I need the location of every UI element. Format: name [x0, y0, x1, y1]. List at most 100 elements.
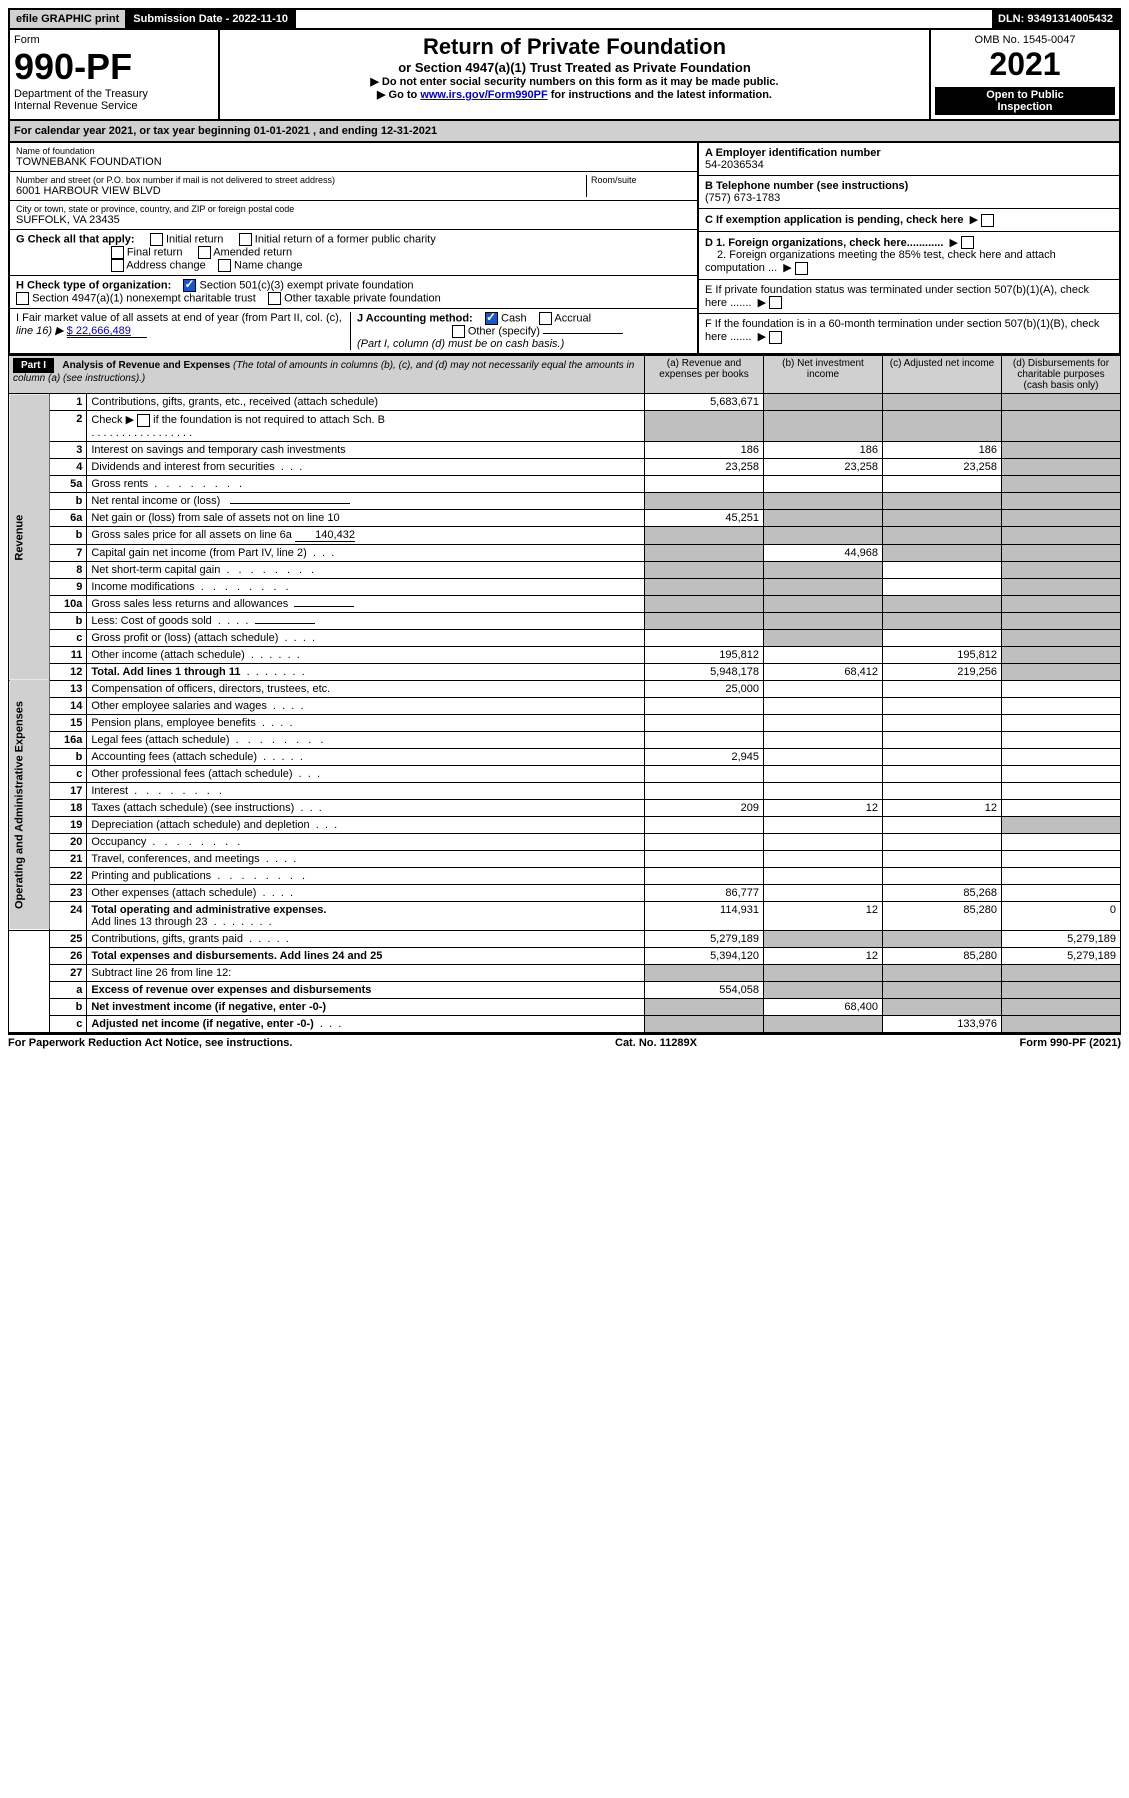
val-c: 133,976	[883, 1015, 1002, 1032]
irs-link[interactable]: www.irs.gov/Form990PF	[420, 89, 547, 101]
line-desc: Gross rents	[87, 475, 645, 492]
dept-line1: Department of the Treasury	[14, 88, 214, 100]
table-row: Operating and Administrative Expenses 13…	[9, 680, 1121, 697]
line-desc: Interest	[87, 782, 645, 799]
checkbox-4947[interactable]	[16, 292, 29, 305]
line-no: 21	[50, 850, 87, 867]
checkbox-initial-former[interactable]	[239, 233, 252, 246]
val-b: 68,400	[764, 998, 883, 1015]
line-desc: Check ▶ if the foundation is not require…	[87, 411, 645, 442]
table-row: 17Interest	[9, 782, 1121, 799]
form-subtitle: or Section 4947(a)(1) Trust Treated as P…	[228, 60, 921, 75]
table-row: 2Check ▶ if the foundation is not requir…	[9, 411, 1121, 442]
checkbox-c[interactable]	[981, 214, 994, 227]
footer-mid: Cat. No. 11289X	[615, 1037, 697, 1049]
revenue-side-label: Revenue	[9, 394, 50, 681]
opt-addr-change: Address change	[126, 259, 206, 271]
line-no: 26	[50, 947, 87, 964]
gross-sales-price: 140,432	[295, 529, 355, 542]
table-row: 23Other expenses (attach schedule) . . .…	[9, 884, 1121, 901]
checkbox-f[interactable]	[769, 331, 782, 344]
table-row: 4Dividends and interest from securities …	[9, 458, 1121, 475]
table-row: bNet rental income or (loss)	[9, 492, 1121, 509]
line-desc: Other expenses (attach schedule) . . . .	[87, 884, 645, 901]
table-row: 14Other employee salaries and wages . . …	[9, 697, 1121, 714]
checkbox-e[interactable]	[769, 296, 782, 309]
j-note: (Part I, column (d) must be on cash basi…	[357, 338, 564, 350]
line-no: b	[50, 748, 87, 765]
open-public-1: Open to Public	[937, 89, 1113, 101]
checkbox-other-taxable[interactable]	[268, 292, 281, 305]
val-c: 219,256	[883, 663, 1002, 680]
line-desc: Net gain or (loss) from sale of assets n…	[87, 509, 645, 526]
table-row: 25Contributions, gifts, grants paid . . …	[9, 930, 1121, 947]
line-no: 6a	[50, 509, 87, 526]
checkbox-cash[interactable]	[485, 312, 498, 325]
line-no: 10a	[50, 595, 87, 612]
line-desc: Occupancy	[87, 833, 645, 850]
fmv-value[interactable]: $ 22,666,489	[67, 325, 147, 338]
line-no: 24	[50, 901, 87, 930]
val-a: 195,812	[645, 646, 764, 663]
calendar-year-row: For calendar year 2021, or tax year begi…	[8, 121, 1121, 143]
table-row: 11Other income (attach schedule) . . . .…	[9, 646, 1121, 663]
val-a: 186	[645, 441, 764, 458]
checkbox-501c3[interactable]	[183, 279, 196, 292]
checkbox-addr-change[interactable]	[111, 259, 124, 272]
calyear-pre: For calendar year 2021, or tax year begi…	[14, 125, 254, 137]
footer-right: Form 990-PF (2021)	[1020, 1037, 1121, 1049]
line-no: c	[50, 629, 87, 646]
line-no: b	[50, 492, 87, 509]
val-a: 114,931	[645, 901, 764, 930]
checkbox-other-method[interactable]	[452, 325, 465, 338]
line-desc: Total expenses and disbursements. Add li…	[87, 947, 645, 964]
table-row: cGross profit or (loss) (attach schedule…	[9, 629, 1121, 646]
table-row: cOther professional fees (attach schedul…	[9, 765, 1121, 782]
table-row: cAdjusted net income (if negative, enter…	[9, 1015, 1121, 1032]
line-no: a	[50, 981, 87, 998]
line-desc: Gross sales less returns and allowances	[87, 595, 645, 612]
line-no: 1	[50, 394, 87, 411]
checkbox-accrual[interactable]	[539, 312, 552, 325]
table-row: 26Total expenses and disbursements. Add …	[9, 947, 1121, 964]
instr-goto-pre: ▶ Go to	[377, 89, 420, 101]
addr-label: Number and street (or P.O. box number if…	[16, 175, 586, 185]
checkbox-sch-b[interactable]	[137, 414, 150, 427]
dln-label: DLN: 93491314005432	[992, 10, 1119, 28]
part1-label: Part I	[13, 358, 54, 373]
street-address: 6001 HARBOUR VIEW BLVD	[16, 185, 586, 197]
opt-4947: Section 4947(a)(1) nonexempt charitable …	[32, 292, 256, 304]
line-desc: Dividends and interest from securities .…	[87, 458, 645, 475]
table-row: aExcess of revenue over expenses and dis…	[9, 981, 1121, 998]
checkbox-final-return[interactable]	[111, 246, 124, 259]
opt-name-change: Name change	[234, 259, 303, 271]
line-no: 13	[50, 680, 87, 697]
instr-goto-post: for instructions and the latest informat…	[548, 89, 772, 101]
val-c: 23,258	[883, 458, 1002, 475]
checkbox-initial-return[interactable]	[150, 233, 163, 246]
checkbox-d2[interactable]	[795, 262, 808, 275]
top-bar: efile GRAPHIC print Submission Date - 20…	[8, 8, 1121, 30]
table-row: bNet investment income (if negative, ent…	[9, 998, 1121, 1015]
form-header: Form 990-PF Department of the Treasury I…	[8, 30, 1121, 121]
val-a: 5,394,120	[645, 947, 764, 964]
val-b: 12	[764, 799, 883, 816]
line-no: 23	[50, 884, 87, 901]
line-no: 8	[50, 561, 87, 578]
line-no: 22	[50, 867, 87, 884]
line-desc: Travel, conferences, and meetings . . . …	[87, 850, 645, 867]
val-c: 85,268	[883, 884, 1002, 901]
line-desc: Excess of revenue over expenses and disb…	[87, 981, 645, 998]
checkbox-name-change[interactable]	[218, 259, 231, 272]
efile-print-button[interactable]: efile GRAPHIC print	[10, 10, 127, 28]
c-label: C If exemption application is pending, c…	[705, 214, 964, 226]
line-no: c	[50, 1015, 87, 1032]
opt-other-taxable: Other taxable private foundation	[284, 292, 441, 304]
opt-other-method: Other (specify)	[468, 325, 540, 337]
checkbox-amended[interactable]	[198, 246, 211, 259]
table-row: 18Taxes (attach schedule) (see instructi…	[9, 799, 1121, 816]
line-desc: Legal fees (attach schedule)	[87, 731, 645, 748]
checkbox-d1[interactable]	[961, 236, 974, 249]
line-desc: Net investment income (if negative, ente…	[87, 998, 645, 1015]
table-row: 10aGross sales less returns and allowanc…	[9, 595, 1121, 612]
